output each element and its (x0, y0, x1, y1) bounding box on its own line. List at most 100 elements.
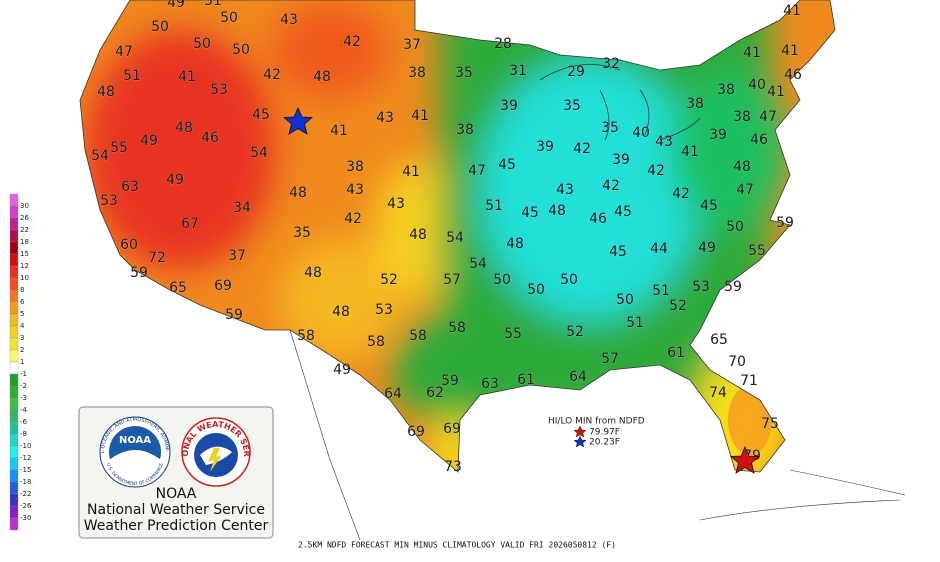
temperature-label: 74 (709, 385, 727, 401)
temperature-label: 49 (140, 133, 158, 149)
temperature-label: 41 (681, 144, 699, 160)
legend-label: 6 (20, 298, 25, 306)
temperature-label: 63 (481, 376, 499, 392)
low-location-star (282, 107, 314, 135)
temperature-label: 39 (612, 152, 630, 168)
noaa-wave (109, 450, 161, 486)
temperature-label: 42 (344, 211, 362, 227)
temperature-label: 61 (517, 372, 535, 388)
logo-line1: NOAA (156, 486, 197, 502)
legend-swatch (9, 301, 19, 315)
legend-label: 26 (20, 214, 29, 222)
temperature-label: 60 (120, 237, 138, 253)
temperature-label: 48 (304, 265, 322, 281)
temperature-label: 43 (387, 196, 405, 212)
temperature-label: 58 (297, 328, 315, 344)
temperature-label: 50 (493, 272, 511, 288)
temperature-label: 41 (767, 84, 785, 100)
legend-label: 12 (20, 262, 29, 270)
temperature-label: 46 (201, 130, 219, 146)
low-value: 20.23F (589, 438, 620, 448)
temperature-label: 38 (686, 96, 704, 112)
temperature-label: 42 (672, 186, 690, 202)
temperature-label: 59 (225, 307, 243, 323)
temperature-label: 52 (669, 298, 687, 314)
temperature-label: 48 (506, 236, 524, 252)
temperature-label: 45 (521, 205, 539, 221)
temperature-label: 42 (602, 178, 620, 194)
hi-lo-box: HI/LO MIN from NDFD 79.97F 20.23F (548, 417, 645, 448)
temperature-label: 41 (402, 164, 420, 180)
temperature-label: 45 (700, 198, 718, 214)
temperature-label: 32 (602, 56, 620, 72)
temperature-label: 48 (332, 304, 350, 320)
temperature-label: 57 (601, 351, 619, 367)
legend-label: -15 (20, 466, 31, 474)
temperature-label: 72 (148, 250, 166, 266)
legend-swatch (9, 229, 19, 243)
temperature-label: 63 (121, 179, 139, 195)
temperature-label: 53 (100, 193, 118, 209)
temperature-label: 41 (783, 3, 801, 19)
temperature-label: 54 (91, 148, 109, 164)
temperature-label: 51 (123, 68, 141, 84)
temperature-label: 49 (166, 172, 184, 188)
temperature-label: 45 (614, 204, 632, 220)
temperature-label: 43 (346, 182, 364, 198)
legend-label: 1 (20, 358, 24, 366)
high-star (573, 425, 587, 438)
temperature-label: 50 (220, 10, 238, 26)
temperature-label: 48 (313, 69, 331, 85)
legend-swatch (9, 457, 19, 471)
temperature-label: 67 (181, 216, 199, 232)
temperature-label: 59 (724, 279, 742, 295)
mexico-border (289, 329, 906, 541)
temperature-label: 48 (409, 227, 427, 243)
legend-swatch (9, 505, 19, 519)
temperature-label: 55 (110, 140, 128, 156)
temperature-label: 41 (178, 69, 196, 85)
high-value: 79.97F (589, 428, 620, 438)
logo-line3: Weather Prediction Center (84, 518, 269, 534)
temperature-label: 29 (567, 64, 585, 80)
temperature-label: 71 (740, 373, 758, 389)
temperature-label: 46 (589, 211, 607, 227)
legend-label: -22 (20, 490, 31, 498)
temperature-label: 40 (632, 125, 650, 141)
temperature-label: 39 (500, 98, 518, 114)
temperature-label: 69 (407, 424, 425, 440)
noaa-badge: NOAA (119, 435, 151, 446)
temperature-label: 58 (448, 320, 466, 336)
legend-swatch (9, 469, 19, 483)
legend-swatch (9, 433, 19, 447)
caption: 2.5KM NDFD FORECAST MIN MINUS CLIMATOLOG… (298, 541, 616, 550)
legend-label: -3 (20, 394, 27, 402)
temperature-label: 50 (232, 42, 250, 58)
temperature-label: 31 (509, 63, 527, 79)
legend-label: 4 (20, 322, 25, 330)
legend-swatch (9, 289, 19, 303)
legend-swatch (9, 349, 19, 363)
temperature-label: 42 (263, 67, 281, 83)
temperature-label: 48 (733, 159, 751, 175)
coastline (79, 0, 836, 473)
legend: 30 26 22 18 15 12 10 8 6 5 4 3 2 1 -1 -2 -3 -4 -6 -8 -10 -12 -… (9, 193, 32, 531)
temperature-label: 38 (346, 159, 364, 175)
temperature-label: 73 (444, 459, 462, 475)
legend-label: -6 (20, 418, 28, 426)
temperature-label: 61 (667, 345, 685, 361)
temperature-label: 51 (204, 0, 222, 9)
legend-swatch (9, 397, 19, 411)
temperature-label: 34 (233, 200, 251, 216)
temperature-label: 47 (759, 109, 777, 125)
legend-swatch (9, 325, 19, 339)
temperature-label: 35 (601, 120, 619, 136)
temperature-label: 64 (384, 386, 402, 402)
temperature-label: 49 (333, 362, 351, 378)
temperature-label: 48 (97, 84, 115, 100)
legend-swatch (9, 481, 19, 495)
temperature-label: 48 (548, 203, 566, 219)
great-lakes (539, 64, 701, 141)
temperature-label: 55 (748, 243, 766, 259)
